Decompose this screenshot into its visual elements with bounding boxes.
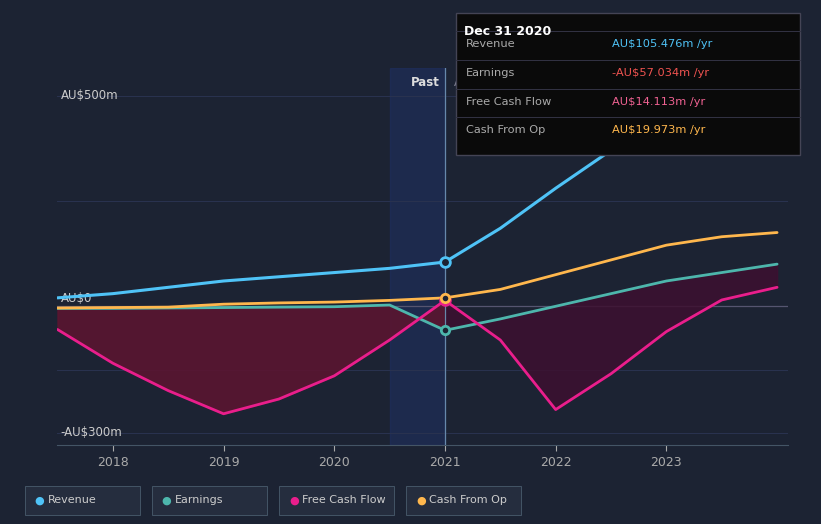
Text: -AU$300m: -AU$300m (61, 426, 122, 439)
Text: Cash From Op: Cash From Op (466, 125, 545, 135)
Text: ●: ● (162, 495, 172, 506)
Text: AU$0: AU$0 (61, 292, 92, 305)
Text: Dec 31 2020: Dec 31 2020 (464, 25, 551, 38)
Text: Analysts Forecasts: Analysts Forecasts (454, 76, 564, 89)
Text: AU$500m: AU$500m (61, 89, 118, 102)
Text: -AU$57.034m /yr: -AU$57.034m /yr (612, 68, 709, 78)
Text: AU$105.476m /yr: AU$105.476m /yr (612, 39, 712, 49)
Text: AU$19.973m /yr: AU$19.973m /yr (612, 125, 705, 135)
Text: Free Cash Flow: Free Cash Flow (466, 96, 551, 106)
Bar (390, 68, 445, 445)
Text: Earnings: Earnings (466, 68, 515, 78)
Text: ●: ● (289, 495, 299, 506)
Text: AU$14.113m /yr: AU$14.113m /yr (612, 96, 705, 106)
Text: ●: ● (34, 495, 44, 506)
Text: Revenue: Revenue (466, 39, 515, 49)
Text: Earnings: Earnings (175, 495, 223, 506)
Text: Cash From Op: Cash From Op (429, 495, 507, 506)
Text: Past: Past (410, 76, 439, 89)
Text: Revenue: Revenue (48, 495, 96, 506)
Text: Free Cash Flow: Free Cash Flow (302, 495, 386, 506)
Text: ●: ● (416, 495, 426, 506)
